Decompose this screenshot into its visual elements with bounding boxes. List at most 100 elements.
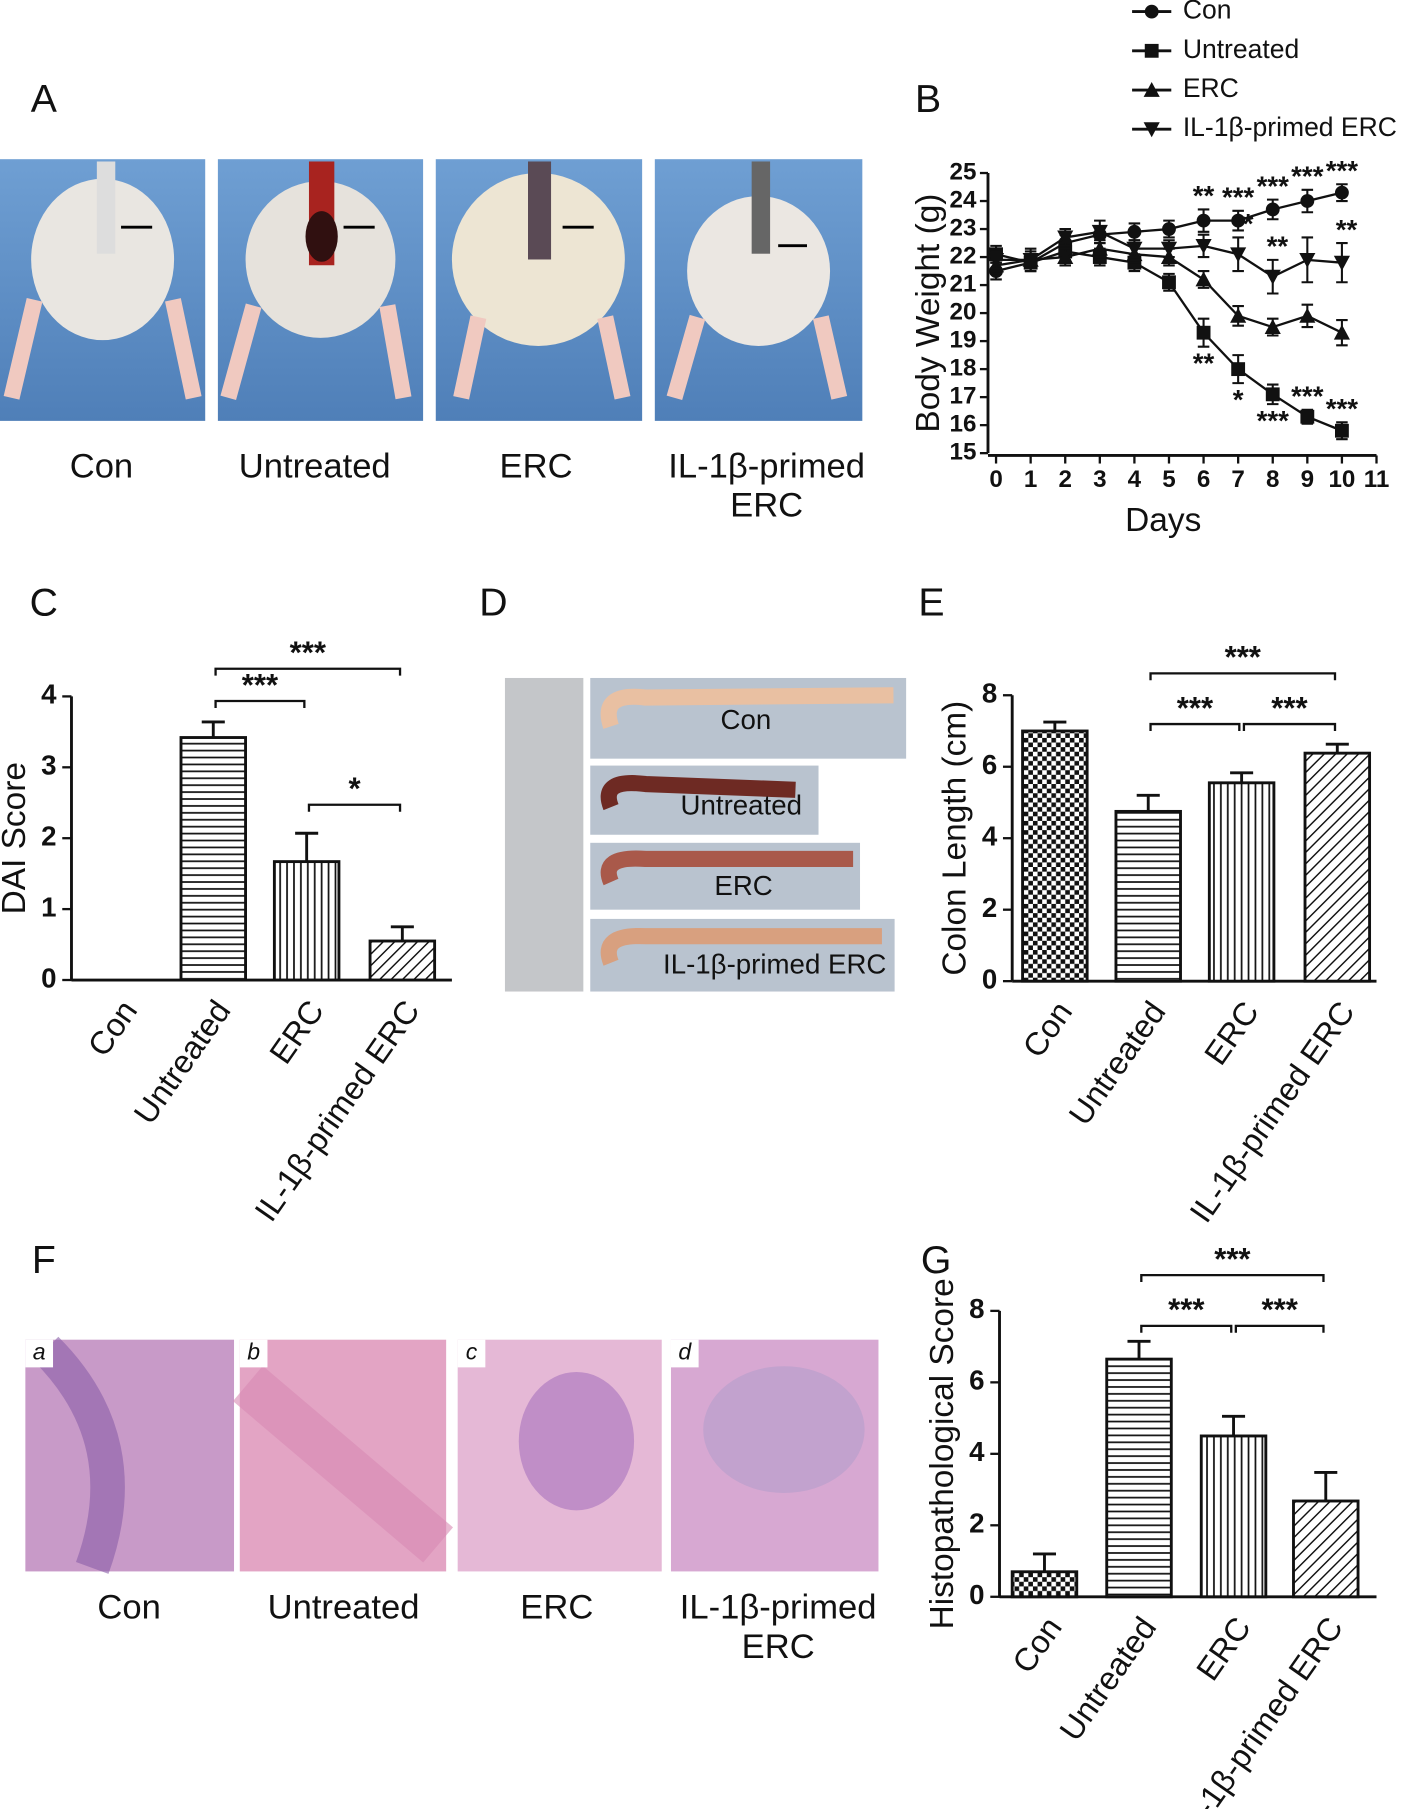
y-tick-label: 0 — [41, 962, 56, 993]
error-bar — [295, 831, 319, 862]
caption-box: Con — [69, 447, 134, 486]
point — [1195, 271, 1212, 287]
y-tick-label: 21 — [950, 270, 977, 297]
significance: *** — [1214, 1242, 1251, 1277]
bar — [1292, 1499, 1360, 1599]
x-tick-label: 7 — [1231, 466, 1244, 493]
photo-panel-d — [504, 677, 907, 992]
x-axis-title: Days — [1125, 502, 1201, 539]
legend-marker — [1143, 122, 1160, 138]
significance: *** — [290, 635, 327, 670]
photo-sublabel: b — [247, 1339, 260, 1365]
point — [1231, 213, 1246, 228]
error-bar — [390, 925, 414, 942]
comparison-bracket — [1140, 1273, 1325, 1283]
comparison-bracket — [1140, 1324, 1233, 1333]
y-tick-label: 4 — [969, 1436, 985, 1467]
point — [1264, 319, 1281, 335]
error-bar — [1314, 1470, 1338, 1502]
x-tick-label: Untreated — [1052, 1610, 1163, 1747]
photo — [654, 159, 863, 421]
legend-marker — [1144, 43, 1159, 58]
point — [1057, 230, 1074, 246]
y-tick-label: 20 — [950, 298, 977, 325]
point — [1091, 240, 1108, 256]
x-tick-label: 0 — [989, 466, 1002, 493]
x-tick-label: 4 — [1128, 466, 1142, 493]
comparison-bracket — [214, 699, 306, 708]
x-tick-label: 10 — [1328, 466, 1355, 493]
significance: *** — [1257, 405, 1290, 436]
x-tick-label: 8 — [1266, 466, 1279, 493]
significance: *** — [1261, 1292, 1298, 1327]
photo-label: Con — [69, 447, 134, 486]
photo-label: Con — [97, 1588, 161, 1627]
photo-label: ERC — [499, 447, 573, 486]
point — [1022, 252, 1039, 268]
y-axis-title: DAI Score — [0, 762, 33, 914]
x-tick-label: Con — [1016, 995, 1079, 1064]
error-bar — [1325, 742, 1349, 754]
point — [1333, 324, 1350, 340]
legend-marker — [1144, 4, 1159, 19]
error-bar — [1222, 1414, 1246, 1436]
y-tick-label: 24 — [950, 186, 977, 213]
point — [1300, 409, 1315, 424]
y-tick-label: 0 — [969, 1579, 984, 1610]
x-tick-label: IL-1β-primed ERC — [1171, 1610, 1350, 1809]
y-tick-label: 22 — [950, 242, 977, 269]
x-tick-label: ERC — [1197, 995, 1266, 1071]
significance: ** — [1193, 347, 1215, 378]
caption-box: IL-1β-primed ERC — [668, 447, 865, 524]
caption-box: Untreated — [268, 1589, 420, 1627]
significance: ** — [1336, 214, 1358, 245]
y-tick-label: 17 — [950, 383, 977, 410]
significance: *** — [1222, 182, 1255, 213]
panel-letter: A — [31, 78, 58, 121]
bar — [1207, 781, 1276, 983]
significance: * — [1233, 384, 1244, 415]
photo — [217, 159, 424, 421]
error-bar — [1043, 720, 1067, 731]
photo-label: ERC — [714, 870, 772, 901]
point — [1230, 307, 1247, 323]
point — [1126, 241, 1143, 257]
bar — [179, 736, 247, 982]
significance: ** — [1193, 180, 1215, 211]
y-axis-title: Histopathological Score — [924, 1278, 961, 1629]
photo-panel-a — [0, 159, 863, 421]
x-tick-label: 5 — [1162, 466, 1175, 493]
significance: *** — [1271, 690, 1308, 725]
y-tick-label: 18 — [950, 355, 977, 382]
significance: *** — [1168, 1292, 1205, 1327]
x-tick-label: Con — [81, 994, 144, 1063]
photo-label: Untreated — [681, 789, 802, 820]
point — [1264, 269, 1281, 285]
error-bar — [201, 720, 225, 738]
sublabel-bg — [670, 1339, 699, 1368]
panel-letter: F — [32, 1239, 56, 1282]
x-tick-label: 2 — [1059, 466, 1072, 493]
photo-panel-f — [25, 1336, 879, 1574]
significance: *** — [1177, 690, 1214, 725]
x-tick-label: IL-1β-primed ERC — [1183, 995, 1362, 1229]
comparison-bracket — [214, 667, 402, 676]
y-tick-label: 16 — [950, 411, 977, 438]
y-tick-label: 2 — [982, 892, 997, 923]
y-tick-label: 6 — [982, 749, 997, 780]
bar — [368, 939, 437, 982]
point — [1160, 241, 1178, 257]
legend-label: ERC — [1183, 73, 1239, 103]
comparison-bracket — [1242, 722, 1337, 731]
point — [1091, 224, 1108, 240]
caption-box: ERC — [499, 447, 573, 486]
significance: *** — [1291, 381, 1324, 412]
x-tick-label: Con — [1005, 1610, 1068, 1679]
panel-letter: B — [915, 78, 941, 121]
y-tick-label: 4 — [41, 679, 57, 710]
significance: *** — [242, 667, 279, 702]
y-tick-label: 8 — [969, 1293, 984, 1324]
point — [1057, 248, 1074, 264]
photo-label: IL-1β-primed ERC — [679, 1588, 877, 1666]
